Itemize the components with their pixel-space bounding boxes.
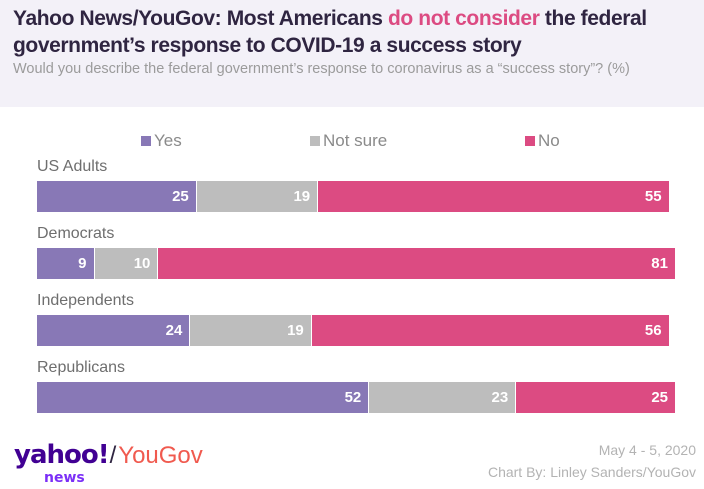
legend-label-not-sure: Not sure	[323, 131, 388, 150]
legend-item-yes: Yes	[141, 131, 182, 151]
data-label-independents-not-sure: 19	[287, 322, 304, 339]
legend-label-yes: Yes	[154, 131, 182, 150]
category-label-republicans: Republicans	[37, 359, 126, 376]
yahoo-yougov-logo: yahoo!/YouGov	[14, 441, 203, 469]
bar-us-adults-no	[318, 181, 670, 212]
bar-republicans-yes	[37, 382, 370, 413]
legend-swatch-yes	[141, 136, 151, 146]
chart-credit: Chart By: Linley Sanders/YouGov	[487, 464, 696, 480]
news-logo: news	[44, 470, 85, 486]
title-text-end: the federal government’s response to COV…	[13, 7, 647, 57]
bar-democrats-not-sure	[94, 248, 159, 279]
legend-item-no: No	[525, 131, 560, 151]
yahoo-logo: yahoo!	[14, 440, 110, 470]
data-label-us-adults-yes: 25	[172, 188, 189, 205]
data-label-democrats-no: 81	[651, 255, 668, 272]
data-label-democrats-yes: 9	[78, 255, 87, 272]
legend-swatch-not-sure	[310, 136, 320, 146]
bar-democrats-no	[158, 248, 676, 279]
title-highlight: do not consider	[387, 7, 540, 30]
bar-republicans-no	[516, 382, 676, 413]
data-label-us-adults-no: 55	[644, 188, 662, 205]
chart-title: Yahoo News/YouGov: Most Americans do not…	[13, 5, 696, 59]
data-label-independents-no: 56	[644, 322, 662, 339]
bar-us-adults-yes	[37, 181, 197, 212]
category-label-independents: Independents	[37, 292, 134, 309]
data-label-independents-yes: 24	[165, 322, 183, 339]
data-label-republicans-not-sure: 23	[491, 389, 509, 406]
bar-us-adults-not-sure	[196, 181, 319, 212]
chart-subtitle: Would you describe the federal governmen…	[13, 61, 630, 77]
bar-independents-no	[311, 315, 670, 346]
bar-independents-not-sure	[190, 315, 312, 346]
legend-swatch-no	[525, 136, 535, 146]
category-label-us-adults: US Adults	[37, 158, 108, 175]
bar-democrats-yes	[37, 248, 95, 279]
data-label-republicans-no: 25	[651, 389, 668, 406]
legend-label-no: No	[538, 131, 560, 150]
category-label-democrats: Democrats	[37, 225, 115, 242]
data-label-democrats-not-sure: 10	[133, 255, 151, 272]
bar-republicans-not-sure	[369, 382, 517, 413]
title-text: Yahoo News/YouGov: Most Americans	[13, 7, 388, 30]
logo-slash: /	[109, 442, 117, 469]
data-label-republicans-yes: 52	[344, 389, 362, 406]
data-label-us-adults-not-sure: 19	[293, 188, 311, 205]
header: Yahoo News/YouGov: Most Americans do not…	[0, 0, 704, 107]
legend: Yes Not sure No	[0, 131, 704, 151]
legend-item-not-sure: Not sure	[310, 131, 387, 151]
bar-independents-yes	[37, 315, 191, 346]
yougov-logo: YouGov	[118, 442, 203, 469]
survey-date: May 4 - 5, 2020	[598, 442, 696, 458]
